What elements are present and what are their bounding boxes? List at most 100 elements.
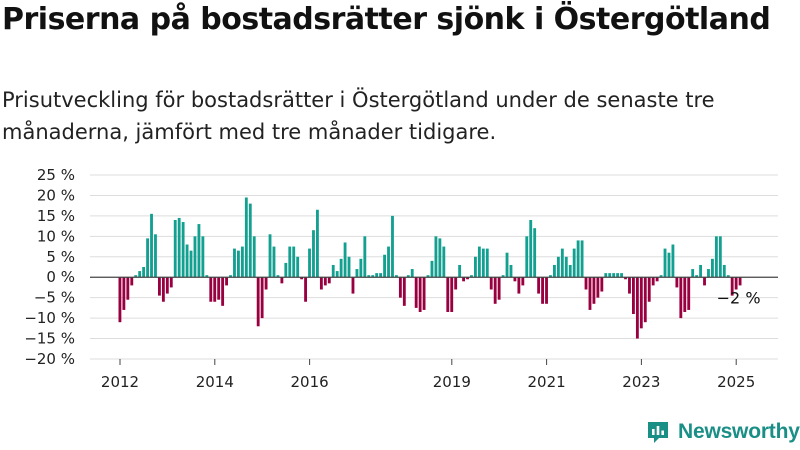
bar	[213, 277, 217, 302]
y-tick-label: −5 %	[34, 289, 75, 307]
bar	[584, 277, 588, 290]
bar	[229, 275, 232, 278]
bar	[580, 240, 584, 278]
bar	[545, 277, 548, 304]
bar	[576, 240, 580, 278]
bar	[158, 277, 161, 296]
y-axis-labels: −20 % −15 % −10 % −5 % 0 % 5 % 10 % 15 % 20 % 25 …	[24, 166, 75, 368]
y-tick-label: −15 %	[24, 330, 75, 348]
bar	[604, 273, 608, 278]
bar	[667, 252, 671, 278]
bar	[671, 244, 675, 278]
bar	[181, 222, 185, 278]
bar	[165, 277, 169, 294]
bar	[553, 264, 556, 278]
bar	[683, 277, 687, 312]
bar	[572, 248, 576, 278]
bar	[268, 234, 272, 278]
bar	[185, 244, 189, 278]
bar	[612, 273, 616, 278]
bar	[138, 271, 142, 278]
bar	[703, 277, 706, 286]
bar	[323, 277, 327, 286]
bar	[240, 246, 244, 278]
x-tick-label: 2019	[433, 373, 471, 391]
bar	[485, 248, 489, 278]
last-value-annotation: −2 %	[717, 289, 761, 308]
bar	[375, 273, 379, 278]
bar	[173, 219, 177, 278]
bar	[647, 277, 651, 302]
bar	[643, 277, 647, 323]
bar	[691, 269, 695, 278]
bar	[695, 275, 699, 278]
y-tick-label: 20 %	[37, 186, 75, 204]
bar	[474, 256, 477, 278]
y-tick-label: 25 %	[37, 166, 75, 184]
bar	[201, 236, 205, 278]
bar	[454, 277, 458, 290]
bar	[244, 197, 248, 278]
y-tick-label: −10 %	[24, 309, 75, 327]
bar	[367, 275, 371, 278]
bar	[316, 209, 319, 278]
bar-chart-logo-icon	[648, 422, 668, 443]
gridlines	[90, 174, 778, 360]
bar	[284, 262, 288, 278]
bar	[233, 248, 236, 278]
bar	[422, 277, 426, 310]
bar	[430, 260, 434, 278]
bar	[738, 277, 742, 286]
bar	[402, 277, 406, 306]
bar	[517, 277, 521, 294]
bar	[675, 277, 679, 288]
bar	[343, 242, 347, 278]
y-tick-label: 10 %	[37, 227, 75, 245]
bar	[177, 217, 181, 278]
bar	[379, 273, 383, 278]
bar	[296, 256, 300, 278]
bar	[272, 246, 276, 278]
bar	[398, 277, 402, 298]
bar	[600, 277, 604, 292]
bar	[248, 203, 252, 278]
bar	[221, 277, 225, 306]
bar	[256, 277, 260, 327]
bar	[154, 234, 157, 278]
bar	[308, 248, 311, 278]
bar	[679, 277, 683, 319]
chart-subtitle: Prisutveckling för bostadsrätter i Öster…	[2, 88, 715, 144]
bar	[169, 277, 173, 288]
bar	[312, 230, 315, 278]
bar	[118, 277, 122, 323]
bar	[722, 264, 726, 278]
bar	[616, 273, 620, 278]
bar	[714, 236, 718, 278]
brand-name: Newsworthy	[678, 420, 800, 443]
bar	[217, 277, 221, 300]
bar	[205, 275, 209, 278]
bar	[189, 250, 193, 278]
bar	[359, 258, 363, 278]
bar	[406, 275, 410, 278]
x-tick-label: 2016	[291, 373, 329, 391]
bar	[505, 252, 509, 278]
bar	[620, 273, 623, 278]
bar	[327, 277, 331, 284]
bar	[521, 277, 525, 286]
x-tick-label: 2012	[101, 373, 139, 391]
bar	[596, 277, 600, 298]
bar	[426, 275, 430, 278]
bar	[462, 277, 465, 282]
bar	[560, 248, 564, 278]
bar	[529, 219, 533, 278]
bar	[663, 248, 667, 278]
bar	[383, 254, 386, 278]
bar	[466, 277, 469, 280]
bar	[624, 277, 627, 280]
bar	[556, 256, 560, 278]
bar	[280, 277, 284, 284]
bar	[260, 277, 264, 319]
bar	[655, 277, 659, 282]
